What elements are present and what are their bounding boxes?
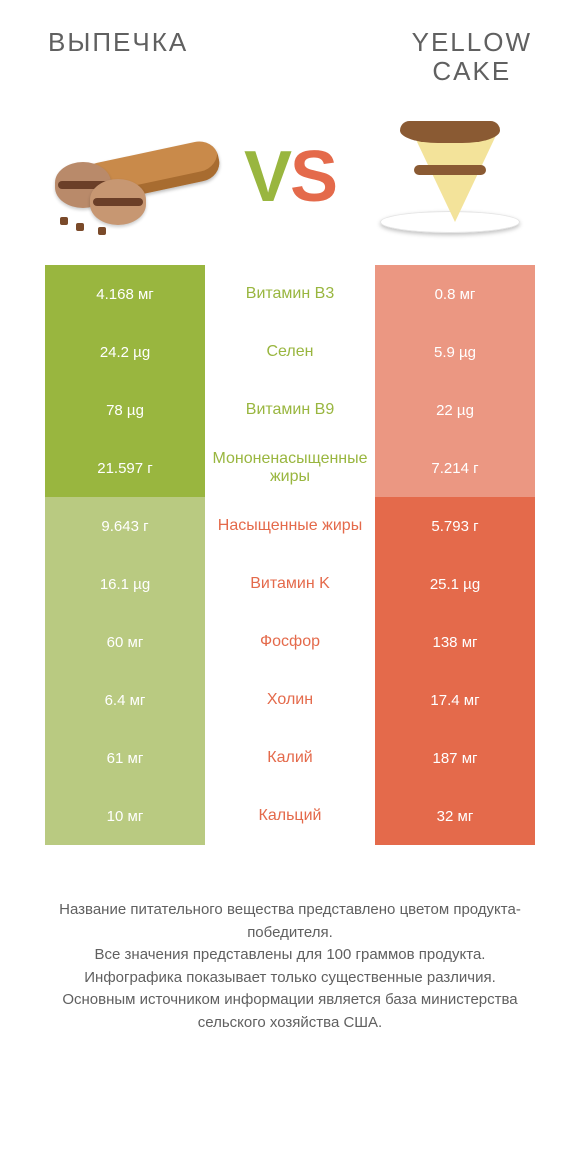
nutrient-label: Фосфор: [205, 613, 375, 671]
table-row: 61 мгКалий187 мг: [45, 729, 535, 787]
right-value: 7.214 г: [375, 439, 535, 497]
macaron-icon: [90, 179, 146, 225]
vs-s: S: [290, 141, 336, 213]
footer-note: Название питательного вещества представл…: [30, 899, 550, 1034]
left-value: 21.597 г: [45, 439, 205, 497]
header: ВЫПЕЧКА YELLOW CAKE: [0, 0, 580, 97]
table-row: 60 мгФосфор138 мг: [45, 613, 535, 671]
footer-line: Все значения представлены для 100 граммо…: [30, 944, 550, 967]
table-row: 24.2 µgСелен5.9 µg: [45, 323, 535, 381]
table-row: 9.643 гНасыщенные жиры5.793 г: [45, 497, 535, 555]
left-value: 10 мг: [45, 787, 205, 845]
right-value: 17.4 мг: [375, 671, 535, 729]
nutrient-label: Витамин B3: [205, 265, 375, 323]
right-value: 5.793 г: [375, 497, 535, 555]
right-value: 25.1 µg: [375, 555, 535, 613]
table-row: 4.168 мгВитамин B30.8 мг: [45, 265, 535, 323]
right-value: 32 мг: [375, 787, 535, 845]
nutrient-label: Калий: [205, 729, 375, 787]
left-value: 16.1 µg: [45, 555, 205, 613]
table-row: 6.4 мгХолин17.4 мг: [45, 671, 535, 729]
title-right-line2: CAKE: [412, 57, 532, 86]
right-value: 138 мг: [375, 613, 535, 671]
frosting-icon: [400, 121, 500, 143]
left-value: 61 мг: [45, 729, 205, 787]
right-value: 22 µg: [375, 381, 535, 439]
footer-line: Основным источником информации является …: [30, 989, 550, 1034]
title-left: ВЫПЕЧКА: [48, 28, 188, 57]
nutrient-label: Кальций: [205, 787, 375, 845]
crumb-icon: [60, 217, 68, 225]
footer-line: Инфографика показывает только существенн…: [30, 967, 550, 990]
pastry-illustration: [50, 117, 210, 237]
vs-v: V: [244, 141, 290, 213]
table-row: 78 µgВитамин B922 µg: [45, 381, 535, 439]
comparison-table: 4.168 мгВитамин B30.8 мг24.2 µgСелен5.9 …: [45, 265, 535, 845]
left-value: 78 µg: [45, 381, 205, 439]
nutrient-label: Насыщенные жиры: [205, 497, 375, 555]
nutrient-label: Мононенасыщенные жиры: [205, 439, 375, 497]
left-value: 4.168 мг: [45, 265, 205, 323]
right-value: 5.9 µg: [375, 323, 535, 381]
table-row: 10 мгКальций32 мг: [45, 787, 535, 845]
title-right: YELLOW CAKE: [412, 28, 532, 85]
cake-illustration: [370, 117, 530, 237]
nutrient-label: Витамин K: [205, 555, 375, 613]
nutrient-label: Холин: [205, 671, 375, 729]
title-right-line1: YELLOW: [412, 28, 532, 57]
nutrient-label: Селен: [205, 323, 375, 381]
footer-line: Название питательного вещества представл…: [30, 899, 550, 944]
frosting-icon: [414, 165, 486, 175]
left-value: 60 мг: [45, 613, 205, 671]
table-row: 16.1 µgВитамин K25.1 µg: [45, 555, 535, 613]
crumb-icon: [76, 223, 84, 231]
table-row: 21.597 гМононенасыщенные жиры7.214 г: [45, 439, 535, 497]
nutrient-label: Витамин B9: [205, 381, 375, 439]
right-value: 187 мг: [375, 729, 535, 787]
vs-label: VS: [244, 141, 336, 213]
left-value: 9.643 г: [45, 497, 205, 555]
right-value: 0.8 мг: [375, 265, 535, 323]
left-value: 24.2 µg: [45, 323, 205, 381]
crumb-icon: [98, 227, 106, 235]
left-value: 6.4 мг: [45, 671, 205, 729]
hero-row: VS: [0, 97, 580, 265]
